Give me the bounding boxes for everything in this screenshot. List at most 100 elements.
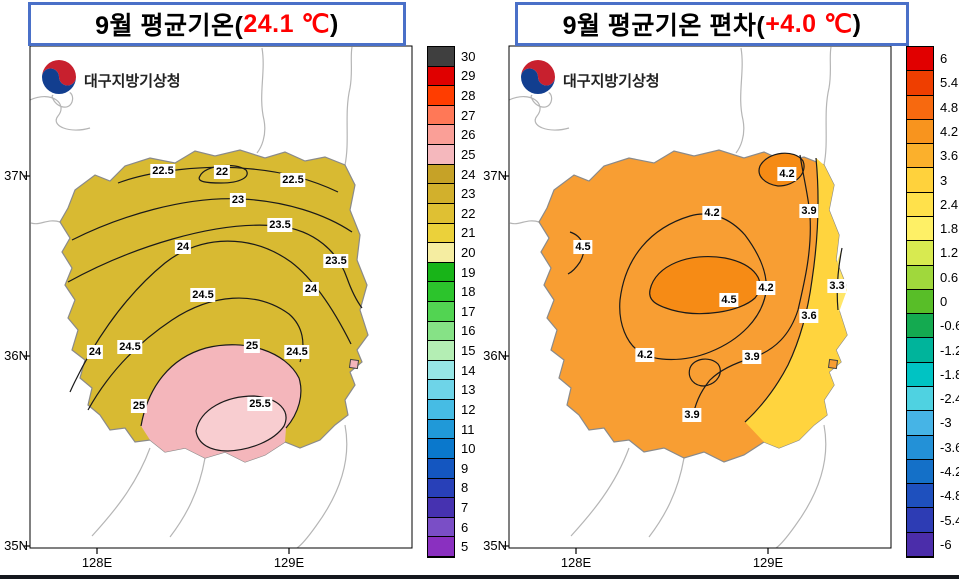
colorbar-cell xyxy=(428,302,454,322)
colorbar-tick-label: 21 xyxy=(461,225,476,241)
contour-label: 4.2 xyxy=(702,206,722,220)
colorbar-tick-label: -3.6 xyxy=(940,439,959,455)
axis-ticks xyxy=(24,175,290,554)
contour-label: 23 xyxy=(229,193,247,207)
colorbar-cell xyxy=(907,265,933,290)
colorbar-cell xyxy=(907,192,933,217)
colorbar-tick-label: 12 xyxy=(461,401,476,417)
colorbar-tick-label: 4.2 xyxy=(940,124,959,139)
title-value: +4.0 ℃ xyxy=(765,10,853,38)
colorbar-cell xyxy=(428,184,454,204)
contour-label: 24.5 xyxy=(284,345,310,359)
colorbar-tick-label: 3 xyxy=(940,172,948,188)
colorbar-tick-label: 20 xyxy=(461,244,476,260)
colorbar-cell xyxy=(428,203,454,224)
contour-label: 24.5 xyxy=(190,288,216,302)
contour-label: 4.2 xyxy=(756,281,776,295)
colorbar-cell xyxy=(907,71,933,96)
mean-temperature-map xyxy=(24,45,413,554)
anomaly-colorbar: 6 5.4 4.8 4.2 3.6 3 2.4 1.8 1.2 0.6 0 -0.6 -1.2 -1.8 -… xyxy=(906,46,959,558)
colorbar-cell xyxy=(428,380,454,401)
colorbar-cell xyxy=(428,66,454,87)
title-value: 24.1 ℃ xyxy=(243,10,331,38)
colorbar-cell xyxy=(428,360,454,381)
lat-tick-label: 35N xyxy=(483,538,507,553)
colorbar-cell xyxy=(907,484,933,509)
contour-label: 22 xyxy=(213,165,231,179)
colorbar-cell xyxy=(428,125,454,146)
colorbar-cell xyxy=(428,517,454,538)
lat-tick-label: 37N xyxy=(483,168,507,183)
temperature-anomaly-map xyxy=(503,45,892,554)
colorbar-tick-label: -5.4 xyxy=(940,512,959,528)
lon-tick-label: 128E xyxy=(560,555,592,570)
colorbar-tick-label: 24 xyxy=(461,166,476,182)
contour-label: 3.9 xyxy=(742,350,762,364)
contour-label: 24 xyxy=(86,345,104,359)
colorbar-cell xyxy=(428,86,454,106)
title-text: 9월 평균기온 편차( xyxy=(562,12,766,40)
colorbar-tick-label: -2.4 xyxy=(940,391,959,407)
contour-label: 24 xyxy=(174,240,192,254)
colorbar-cell xyxy=(907,217,933,242)
colorbar-tick-label: 14 xyxy=(461,362,476,378)
colorbar-cell xyxy=(428,341,454,361)
colorbar-tick-label: 29 xyxy=(461,68,476,84)
colorbar-tick-label: -1.8 xyxy=(940,366,959,382)
contour-label: 24.5 xyxy=(117,340,143,354)
coastal-station-marker xyxy=(827,358,839,370)
kma-logo-icon xyxy=(519,58,557,96)
colorbar-tick-label: 22 xyxy=(461,205,476,221)
colorbar-tick-label: 16 xyxy=(461,323,476,339)
kma-logo-icon xyxy=(40,58,78,96)
colorbar-cell xyxy=(907,314,933,339)
plot-frame xyxy=(29,45,413,549)
colorbar-cell xyxy=(428,400,454,420)
colorbar-tick-label: 6 xyxy=(461,519,469,535)
colorbar-cell xyxy=(907,532,933,557)
colorbar-cell xyxy=(428,321,454,342)
contour-label: 22.5 xyxy=(280,173,306,187)
colorbar-cell xyxy=(907,459,933,485)
colorbar-tick-label: 9 xyxy=(461,460,469,476)
colorbar-cell xyxy=(907,387,933,412)
colorbar-tick-label: 27 xyxy=(461,107,476,123)
colorbar-cell xyxy=(907,289,933,315)
contour-line-24 xyxy=(69,240,352,393)
contour-label: 24 xyxy=(302,282,320,296)
lat-tick-label: 35N xyxy=(4,538,28,553)
contour-label: 25.5 xyxy=(247,397,273,411)
colorbar-tick-label: 1.2 xyxy=(940,245,959,261)
axis-ticks xyxy=(503,175,769,554)
contour-label: 4.2 xyxy=(635,348,655,362)
colorbar-tick-label: 15 xyxy=(461,343,476,359)
contour-label: 22.5 xyxy=(150,164,176,178)
colorbar-tick-label: 19 xyxy=(461,264,476,280)
colorbar-tick-label: 17 xyxy=(461,303,476,319)
left-chart-title: 9월 평균기온(24.1 ℃) xyxy=(28,2,406,46)
title-close: ) xyxy=(852,9,862,38)
colorbar-cell xyxy=(907,241,933,266)
colorbar-cell xyxy=(428,47,454,67)
bottom-border xyxy=(0,575,959,579)
colorbar-tick-label: 4.8 xyxy=(940,99,959,115)
lat-tick-label: 37N xyxy=(4,168,28,183)
contour-loop-south xyxy=(688,358,721,387)
colorbar-cell xyxy=(428,262,454,283)
colorbar-cell xyxy=(907,95,933,120)
colorbar-cell xyxy=(907,508,933,533)
colorbar-cell xyxy=(907,119,933,145)
contour-line-22p5 xyxy=(117,166,339,193)
colorbar-tick-label: 6 xyxy=(940,51,948,67)
colorbar-tick-label: 8 xyxy=(461,480,469,496)
colorbar-cell xyxy=(428,145,454,165)
contour-fill-below-3p6 xyxy=(745,158,847,448)
contour-line-23p5 xyxy=(67,224,363,309)
colorbar-cell xyxy=(428,537,454,557)
title-close: ) xyxy=(330,9,339,38)
title-text: 9월 평균기온( xyxy=(95,12,244,40)
colorbar-cell xyxy=(428,164,454,185)
contour-line-3p3 xyxy=(836,247,843,311)
colorbar-cell xyxy=(428,419,454,440)
colorbar-cell xyxy=(428,223,454,244)
